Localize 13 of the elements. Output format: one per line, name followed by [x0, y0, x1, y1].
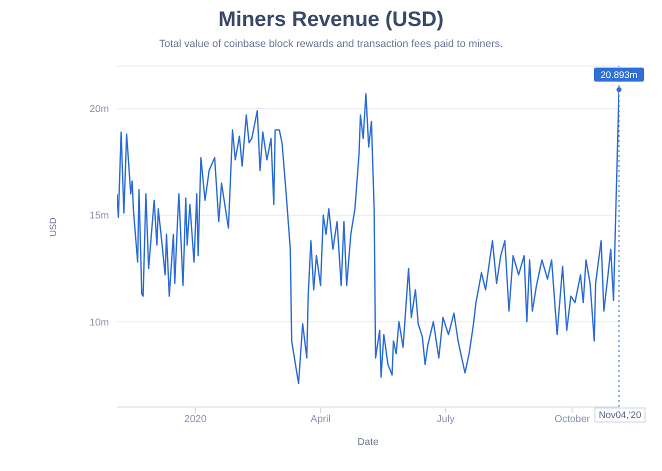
y-tick-label: 10m — [90, 317, 109, 328]
y-axis-title: USD — [48, 217, 58, 236]
chart-title: Miners Revenue (USD) — [217, 8, 445, 32]
ref-line-label: Nov04,'20 — [598, 410, 642, 421]
x-tick-label: July — [436, 414, 455, 426]
x-axis-title: Date — [357, 437, 379, 448]
chart-subtitle: Total value of coinbase block rewards and transaction fees paid to miners. — [158, 38, 504, 50]
x-tick-label: October — [554, 414, 591, 426]
x-tick-label: 2020 — [184, 414, 207, 426]
annotation: 20.893m — [600, 70, 638, 82]
y-tick-label: 20m — [90, 104, 109, 116]
x-tick-label: April — [310, 414, 331, 426]
y-tick-label: 15m — [90, 210, 109, 222]
